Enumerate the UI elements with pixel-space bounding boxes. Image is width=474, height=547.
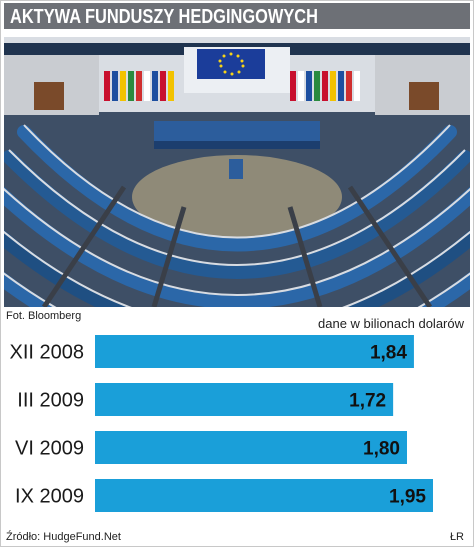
bar xyxy=(95,383,394,416)
photo-credit: Fot. Bloomberg xyxy=(6,310,82,322)
bar xyxy=(95,431,407,464)
bar-value-label: 1,95 xyxy=(389,487,426,508)
page-title: AKTYWA FUNDUSZY HEDGINGOWYCH xyxy=(10,6,318,28)
parliament-photo xyxy=(4,37,470,307)
parliament-illustration xyxy=(4,37,470,307)
category-label: IX 2009 xyxy=(15,486,84,508)
bar-value-label: 1,84 xyxy=(370,343,407,364)
source-note: Źródło: HudgeFund.Net xyxy=(6,531,121,543)
bar-chart: XII 2008 1,84 III 2009 1,72 VI 2009 1,80 IX 20… xyxy=(9,335,433,512)
category-label: XII 2008 xyxy=(9,342,84,364)
bar-value-label: 1,80 xyxy=(363,439,400,460)
category-label: III 2009 xyxy=(17,390,84,412)
title-bar: AKTYWA FUNDUSZY HEDGINGOWYCH xyxy=(4,3,470,29)
units-label: dane w bilionach dolarów xyxy=(318,316,464,331)
author-initials: ŁR xyxy=(449,531,464,543)
category-label: VI 2009 xyxy=(15,438,84,460)
bar-value-label: 1,72 xyxy=(349,391,386,412)
bar xyxy=(95,335,414,368)
bar xyxy=(95,479,433,512)
